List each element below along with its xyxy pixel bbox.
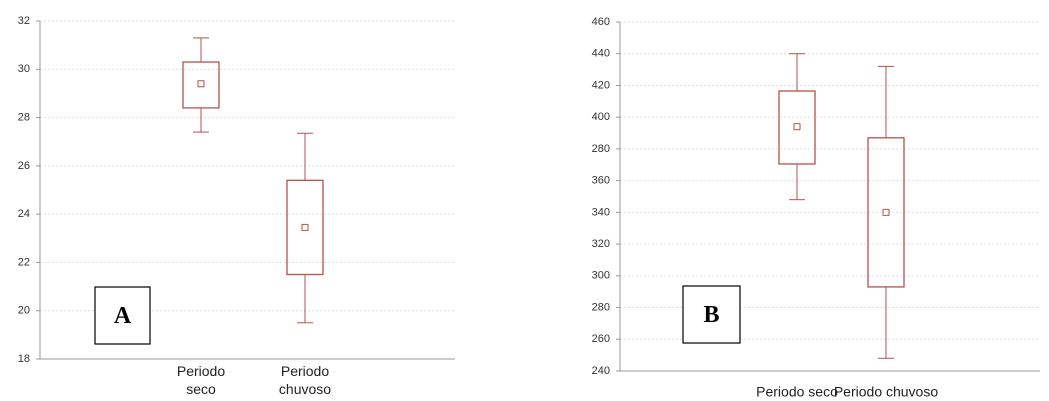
y-tick-label: 400	[592, 111, 610, 123]
center-marker	[793, 123, 801, 131]
box	[867, 137, 905, 288]
chart: 240 260 280 300 320 340 360 280 400 420 440 460 Peri…	[592, 16, 1040, 400]
y-tick-label: 28	[18, 111, 30, 123]
y-tick-label: 240	[592, 365, 610, 377]
x-tick-label-line: chuvoso	[279, 381, 331, 397]
x-tick-label: Periodo chuvoso	[834, 384, 939, 400]
panel-label: B	[703, 302, 719, 328]
y-tick-label: 18	[18, 353, 30, 365]
y-tick-label: 460	[592, 16, 610, 28]
y-tick-label: 320	[592, 238, 610, 250]
y-tick-label: 360	[592, 175, 610, 187]
chart: 18 20 22 24 26 28 30 32 Periodo seco Periodo chuvos…	[18, 15, 455, 397]
y-tick-label: 280	[592, 143, 610, 155]
x-tick-label-line: Periodo	[177, 363, 225, 379]
box	[286, 179, 324, 276]
y-tick-label: 32	[18, 15, 30, 27]
y-tick-label: 24	[18, 208, 30, 220]
panel-box	[682, 285, 741, 344]
y-tick-label: 26	[18, 160, 30, 172]
panel-label: A	[114, 303, 132, 329]
box	[778, 90, 816, 165]
x-tick-label-line: Periodo	[281, 363, 329, 379]
center-marker	[301, 223, 309, 231]
center-marker	[197, 80, 205, 88]
y-tick-label: 440	[592, 48, 610, 60]
y-tick-label: 30	[18, 63, 30, 75]
x-tick-label: Periodo seco	[177, 363, 225, 397]
x-tick-label: Periodo seco	[756, 384, 838, 400]
y-tick-label: 20	[18, 305, 30, 317]
x-tick-label-line: seco	[186, 381, 216, 397]
y-tick-label: 420	[592, 79, 610, 91]
y-tick-label: 260	[592, 333, 610, 345]
box	[182, 61, 220, 109]
y-tick-label: 22	[18, 256, 30, 268]
panel-box	[94, 286, 151, 345]
x-tick-label: Periodo chuvoso	[279, 363, 331, 397]
y-tick-label: 280	[592, 301, 610, 313]
y-tick-label: 340	[592, 206, 610, 218]
center-marker	[882, 208, 890, 216]
y-tick-label: 300	[592, 270, 610, 282]
